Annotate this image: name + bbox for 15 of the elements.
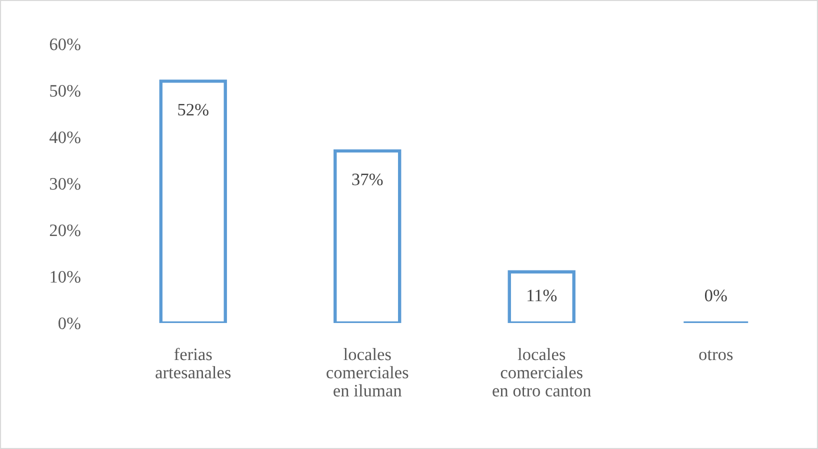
data-label: 37%	[352, 174, 383, 186]
data-label: 0%	[704, 290, 727, 302]
x-tick-label: ferias artesanales	[156, 348, 231, 378]
x-tick-label: locales comerciales en otro canton	[492, 348, 592, 397]
y-tick-label: 30%	[50, 178, 80, 190]
y-tick-label: 60%	[50, 38, 80, 50]
y-tick-label: 40%	[50, 131, 80, 144]
x-tick-label: locales comerciales en iluman	[326, 348, 408, 397]
data-label: 52%	[178, 104, 208, 116]
y-tick-label: 10%	[50, 270, 80, 283]
y-tick-label: 0%	[58, 317, 80, 330]
data-label: 11%	[528, 290, 557, 302]
y-tick-label: 50%	[50, 84, 80, 97]
y-tick-label: 20%	[50, 224, 80, 236]
x-tick-label: otros	[699, 350, 733, 360]
